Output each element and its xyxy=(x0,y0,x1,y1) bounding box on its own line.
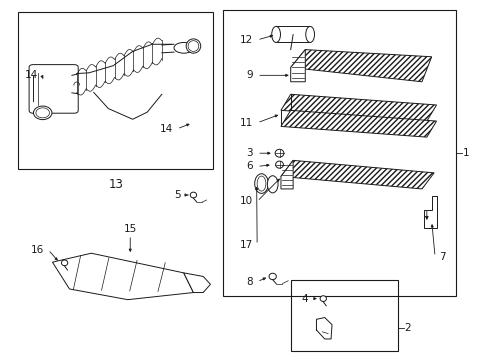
Polygon shape xyxy=(290,50,431,82)
Text: 16: 16 xyxy=(31,245,44,255)
Text: 2: 2 xyxy=(403,323,410,333)
Bar xyxy=(290,280,397,351)
Ellipse shape xyxy=(61,260,68,266)
Polygon shape xyxy=(281,160,292,189)
Ellipse shape xyxy=(267,176,278,193)
Text: 14: 14 xyxy=(160,124,173,134)
Polygon shape xyxy=(183,273,210,293)
Text: 15: 15 xyxy=(123,224,137,234)
Text: 10: 10 xyxy=(240,197,253,206)
Text: 13: 13 xyxy=(108,178,123,191)
Bar xyxy=(19,12,212,169)
Polygon shape xyxy=(281,94,436,121)
Ellipse shape xyxy=(190,192,196,198)
Ellipse shape xyxy=(257,176,265,191)
Polygon shape xyxy=(290,50,305,82)
Ellipse shape xyxy=(275,149,284,157)
Text: 1: 1 xyxy=(461,148,468,158)
Ellipse shape xyxy=(254,174,268,193)
Text: 8: 8 xyxy=(246,277,253,287)
Ellipse shape xyxy=(186,39,201,53)
Text: 9: 9 xyxy=(246,70,253,80)
Ellipse shape xyxy=(271,26,280,42)
Polygon shape xyxy=(424,196,436,228)
Text: 6: 6 xyxy=(246,161,253,171)
Ellipse shape xyxy=(305,26,314,42)
Ellipse shape xyxy=(33,106,52,120)
Text: 3: 3 xyxy=(246,148,253,158)
FancyBboxPatch shape xyxy=(29,64,78,113)
Text: 11: 11 xyxy=(240,118,253,128)
Ellipse shape xyxy=(268,273,276,280)
Polygon shape xyxy=(281,111,436,137)
Bar xyxy=(222,10,455,296)
Ellipse shape xyxy=(320,296,326,301)
Ellipse shape xyxy=(188,41,199,51)
Ellipse shape xyxy=(174,42,193,53)
Text: 7: 7 xyxy=(438,252,445,262)
Bar xyxy=(276,26,309,42)
Ellipse shape xyxy=(275,161,283,168)
Text: 12: 12 xyxy=(240,35,253,45)
Text: 4: 4 xyxy=(301,294,307,303)
Text: 17: 17 xyxy=(240,240,253,250)
Text: 5: 5 xyxy=(174,190,181,200)
Ellipse shape xyxy=(36,108,49,118)
Polygon shape xyxy=(52,253,193,300)
Polygon shape xyxy=(281,160,433,189)
Text: 14: 14 xyxy=(24,70,38,80)
